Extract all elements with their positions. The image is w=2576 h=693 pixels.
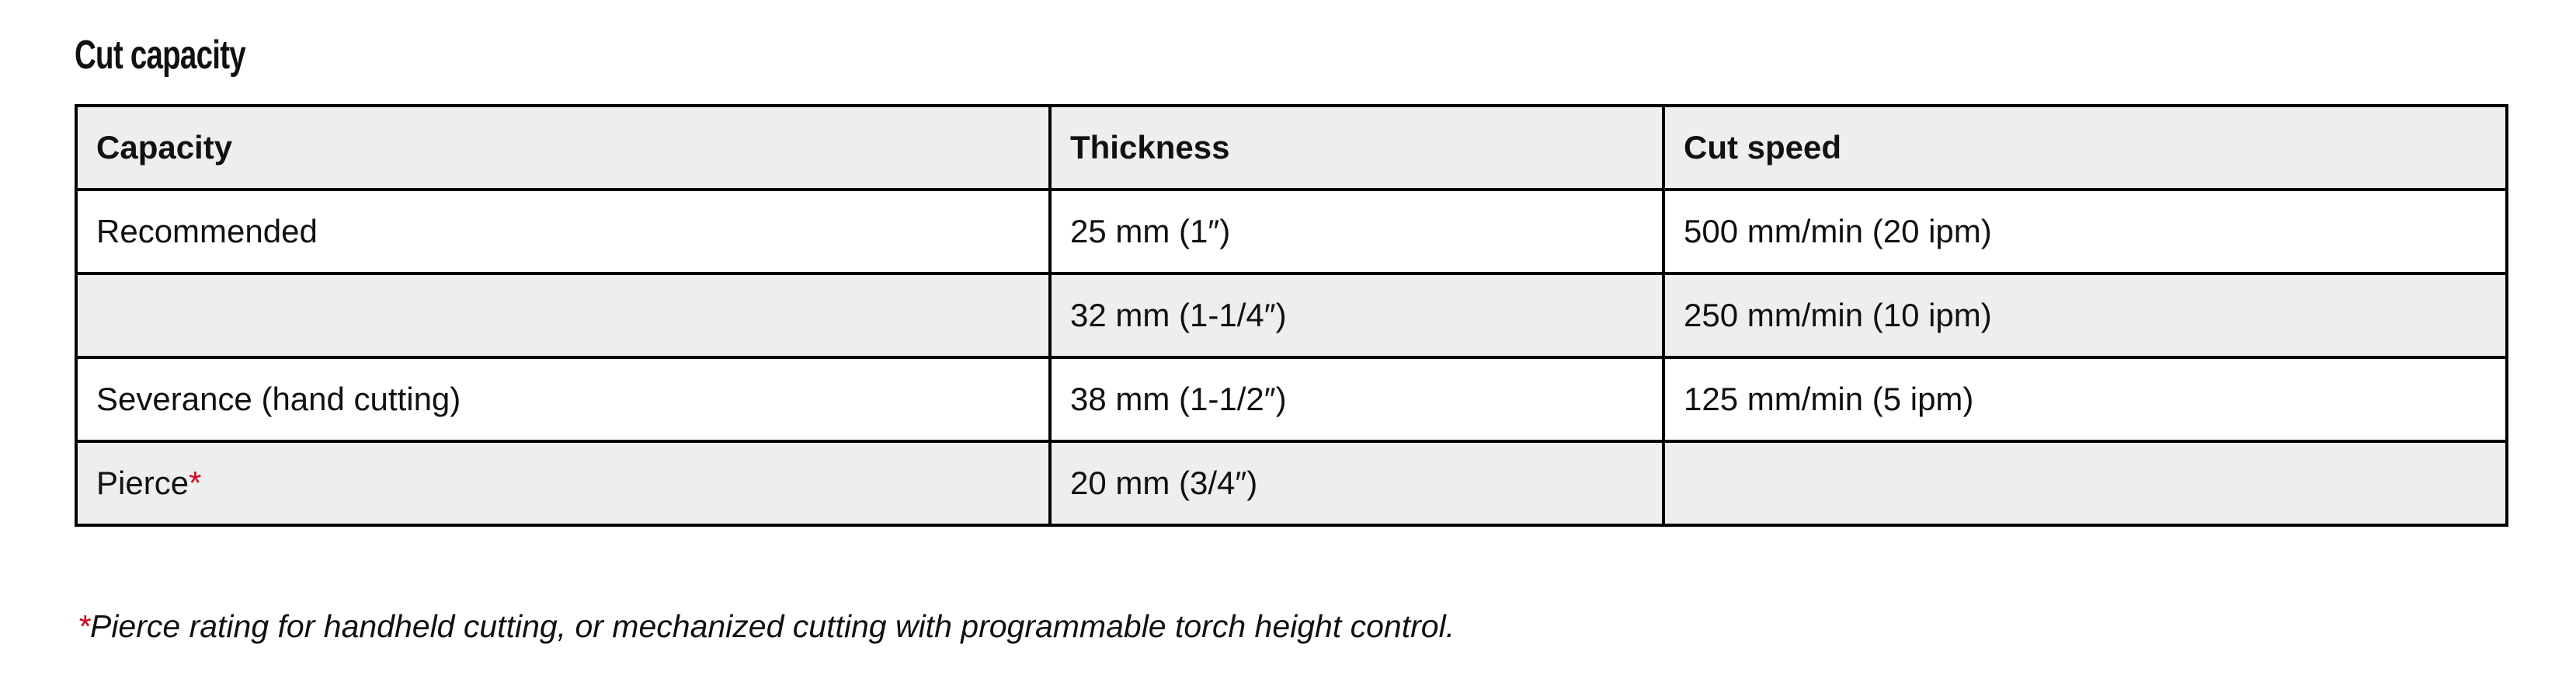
table-header-row: Capacity Thickness Cut speed bbox=[75, 104, 2508, 191]
thickness-cell: 38 mm (1-1/2″) bbox=[1048, 356, 1665, 443]
capacity-cell: Recommended bbox=[75, 188, 1052, 275]
footnote-asterisk: * bbox=[78, 608, 90, 644]
header-thickness: Thickness bbox=[1048, 104, 1665, 191]
capacity-label: Pierce bbox=[96, 465, 189, 501]
footnote-text: Pierce rating for handheld cutting, or m… bbox=[89, 608, 1455, 644]
cut-speed-cell: 250 mm/min (10 ipm) bbox=[1662, 272, 2508, 359]
footnote: *Pierce rating for handheld cutting, or … bbox=[78, 604, 1455, 648]
table-row: Pierce* 20 mm (3/4″) bbox=[75, 440, 2508, 527]
capacity-cell bbox=[75, 272, 1052, 359]
capacity-cell: Severance (hand cutting) bbox=[75, 356, 1052, 443]
table-row: Recommended 25 mm (1″) 500 mm/min (20 ip… bbox=[75, 188, 2508, 275]
header-capacity: Capacity bbox=[75, 104, 1052, 191]
cut-capacity-table: Capacity Thickness Cut speed Recommended… bbox=[75, 104, 2508, 527]
thickness-cell: 20 mm (3/4″) bbox=[1048, 440, 1665, 527]
cut-speed-cell: 500 mm/min (20 ipm) bbox=[1662, 188, 2508, 275]
table-row: 32 mm (1-1/4″) 250 mm/min (10 ipm) bbox=[75, 272, 2508, 359]
cut-speed-cell bbox=[1662, 440, 2508, 527]
section-title: Cut capacity bbox=[75, 33, 246, 78]
table-row: Severance (hand cutting) 38 mm (1-1/2″) … bbox=[75, 356, 2508, 443]
header-cut-speed: Cut speed bbox=[1662, 104, 2508, 191]
cut-speed-cell: 125 mm/min (5 ipm) bbox=[1662, 356, 2508, 443]
asterisk-mark: * bbox=[189, 465, 202, 501]
thickness-cell: 32 mm (1-1/4″) bbox=[1048, 272, 1665, 359]
thickness-cell: 25 mm (1″) bbox=[1048, 188, 1665, 275]
capacity-cell: Pierce* bbox=[75, 440, 1052, 527]
